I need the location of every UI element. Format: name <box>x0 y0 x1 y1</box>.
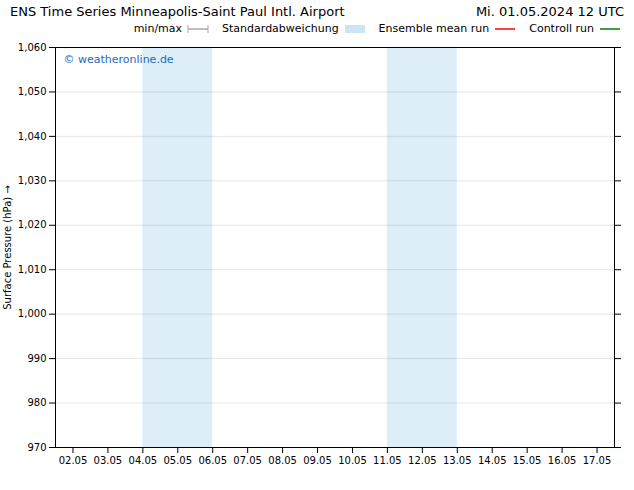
svg-text:© weatheronline.de: © weatheronline.de <box>64 53 174 66</box>
svg-text:970: 970 <box>27 442 46 453</box>
svg-text:12.05: 12.05 <box>408 455 437 466</box>
svg-text:15.05: 15.05 <box>513 455 542 466</box>
svg-text:980: 980 <box>27 397 46 408</box>
svg-text:04.05: 04.05 <box>129 455 158 466</box>
svg-text:09.05: 09.05 <box>303 455 332 466</box>
svg-text:1,000: 1,000 <box>18 308 47 319</box>
svg-text:03.05: 03.05 <box>94 455 123 466</box>
svg-text:06.05: 06.05 <box>198 455 227 466</box>
svg-text:07.05: 07.05 <box>233 455 262 466</box>
svg-text:10.05: 10.05 <box>338 455 367 466</box>
html-text:Standardabweichung: Standardabweichung <box>222 22 339 35</box>
svg-text:02.05: 02.05 <box>59 455 88 466</box>
svg-text:14.05: 14.05 <box>478 455 507 466</box>
svg-text:11.05: 11.05 <box>373 455 402 466</box>
svg-text:17.05: 17.05 <box>583 455 612 466</box>
svg-text:1,030: 1,030 <box>18 175 47 186</box>
svg-text:1,060: 1,060 <box>18 42 47 53</box>
svg-text:08.05: 08.05 <box>268 455 297 466</box>
svg-text:1,020: 1,020 <box>18 219 47 230</box>
html-text:Mi. 01.05.2024 12 UTC: Mi. 01.05.2024 12 UTC <box>475 4 624 19</box>
html-text:ENS Time Series Minneapolis-Sa: ENS Time Series Minneapolis-Saint Paul I… <box>10 4 345 19</box>
svg-text:1,040: 1,040 <box>18 131 47 142</box>
html-text:min/max: min/max <box>133 22 183 35</box>
svg-text:05.05: 05.05 <box>163 455 192 466</box>
svg-text:Surface Pressure (hPa) →: Surface Pressure (hPa) → <box>2 185 13 310</box>
html-text:Controll run: Controll run <box>529 22 594 35</box>
svg-text:13.05: 13.05 <box>443 455 472 466</box>
html-text:Ensemble mean run: Ensemble mean run <box>378 22 490 35</box>
svg-text:16.05: 16.05 <box>548 455 577 466</box>
svg-text:1,010: 1,010 <box>18 264 47 275</box>
svg-text:1,050: 1,050 <box>18 86 47 97</box>
svg-text:990: 990 <box>27 353 46 364</box>
